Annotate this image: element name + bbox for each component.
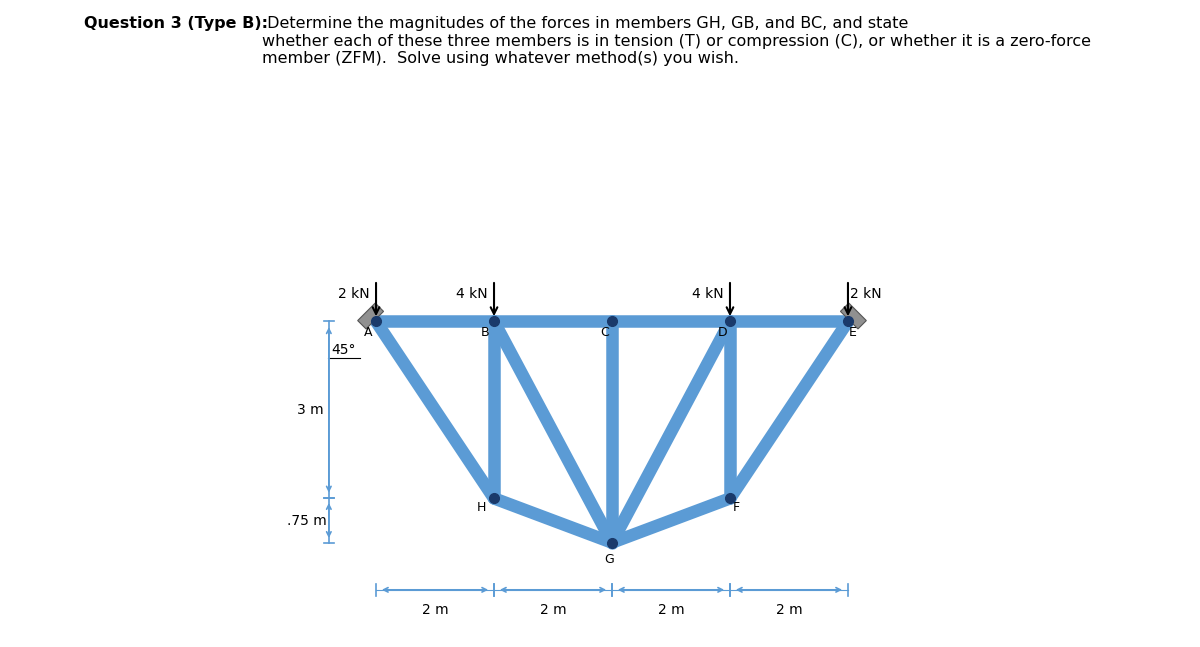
Text: 2 kN: 2 kN [850, 287, 882, 301]
Text: E: E [848, 325, 857, 338]
Text: C: C [600, 325, 608, 338]
Text: Question 3 (Type B):: Question 3 (Type B): [84, 16, 268, 31]
Circle shape [372, 317, 380, 325]
Text: Determine the magnitudes of the forces in members GH, GB, and BC, and state
whet: Determine the magnitudes of the forces i… [262, 16, 1091, 66]
Text: B: B [480, 325, 488, 338]
Text: 4 kN: 4 kN [456, 287, 487, 301]
Text: G: G [604, 553, 614, 566]
Text: 2 m: 2 m [658, 603, 684, 617]
Text: 4 kN: 4 kN [691, 287, 724, 301]
Polygon shape [358, 303, 384, 329]
Text: A: A [364, 325, 373, 338]
Text: H: H [476, 501, 486, 514]
Text: .75 m: .75 m [287, 514, 326, 527]
Text: 45°: 45° [331, 343, 356, 356]
Text: D: D [718, 325, 727, 338]
Text: F: F [732, 501, 739, 514]
Text: 2 kN: 2 kN [338, 287, 370, 301]
Circle shape [844, 317, 852, 325]
Text: 2 m: 2 m [540, 603, 566, 617]
Polygon shape [840, 303, 866, 329]
Text: 2 m: 2 m [775, 603, 803, 617]
Text: 2 m: 2 m [421, 603, 449, 617]
Text: 3 m: 3 m [296, 403, 323, 417]
